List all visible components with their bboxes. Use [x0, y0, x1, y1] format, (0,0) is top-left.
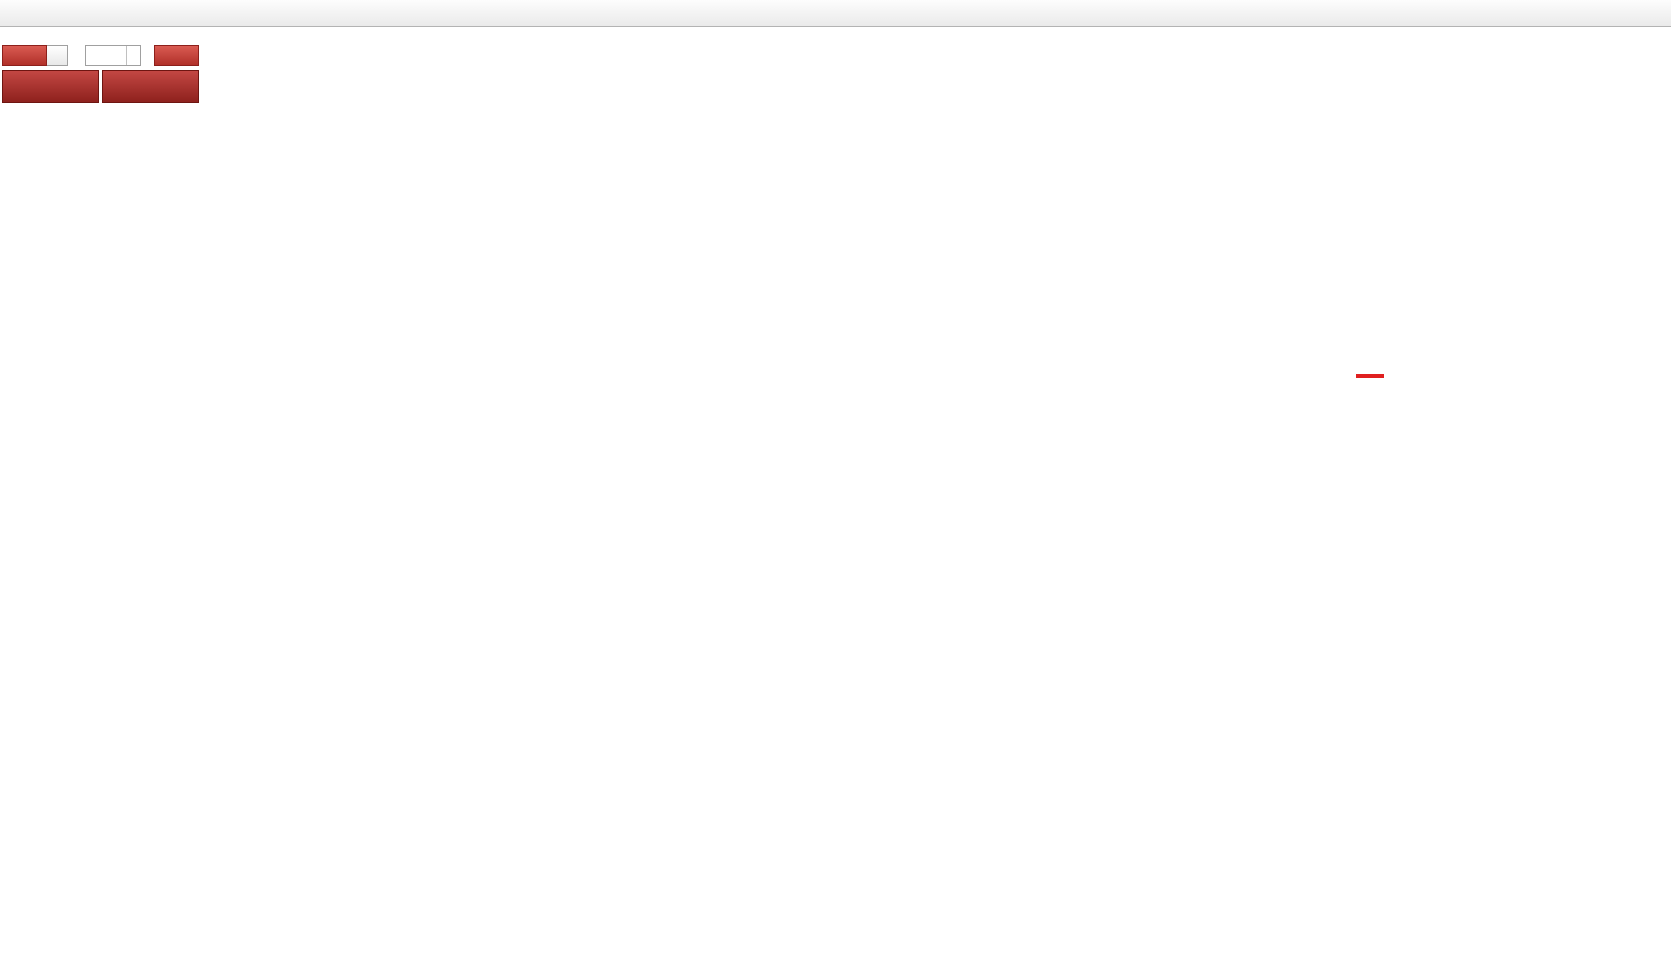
sell-button[interactable] [2, 45, 47, 66]
order-type-dropdown[interactable] [47, 45, 68, 66]
buy-price-display[interactable] [102, 70, 199, 103]
price-callout-label[interactable] [1356, 374, 1384, 378]
chart-canvas[interactable] [0, 27, 1671, 953]
sell-price-display[interactable] [2, 70, 99, 103]
one-click-trading-panel [2, 45, 203, 103]
buy-button[interactable] [154, 45, 199, 66]
volume-input[interactable] [85, 45, 141, 66]
volume-stepper[interactable] [126, 46, 140, 65]
chart-area [0, 27, 1671, 953]
toolbar [0, 0, 1671, 27]
